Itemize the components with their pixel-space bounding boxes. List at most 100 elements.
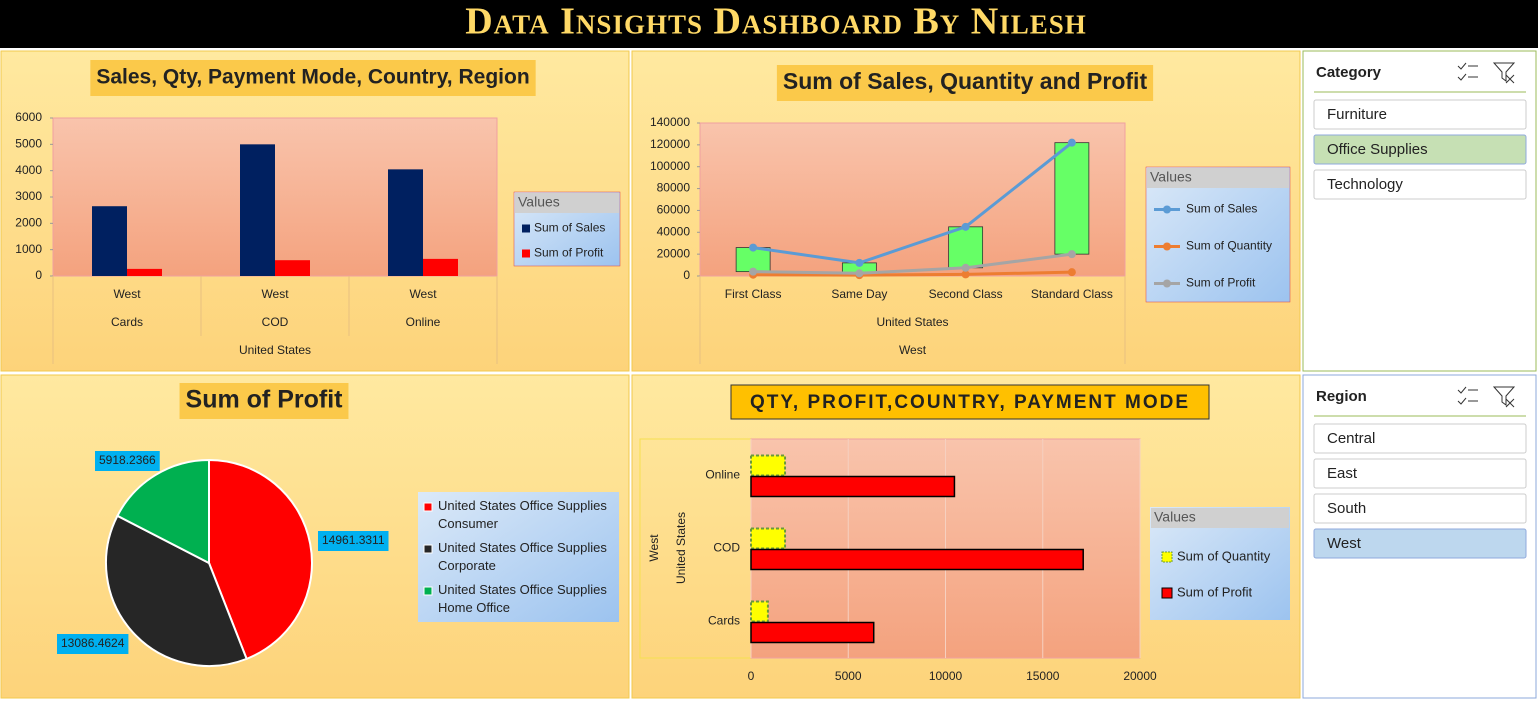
legend-label: Sum of Sales: [1186, 202, 1257, 216]
bar: [750, 600, 769, 623]
line: [753, 252, 1073, 275]
title-background: [90, 60, 536, 96]
x-tick-label: First Class: [725, 287, 782, 301]
legend-title: Values: [518, 194, 560, 210]
slicer-item[interactable]: [1313, 169, 1527, 200]
legend-swatch: [1161, 587, 1173, 599]
chart-title: Sales, Qty, Payment Mode, Country, Regio…: [96, 66, 529, 89]
y-tick-label: 100000: [650, 159, 690, 173]
point: [1067, 268, 1076, 277]
legend-swatch: [522, 224, 530, 233]
legend-label: Sum of Profit: [1177, 584, 1253, 599]
legend-title: Values: [1150, 169, 1192, 185]
bar: [388, 169, 423, 276]
legend-swatch: [1163, 205, 1171, 214]
slicer-item-label: Central: [1327, 430, 1375, 447]
legend-header: [1151, 508, 1289, 528]
legend-label: Sum of Profit: [534, 246, 604, 260]
y-tick-label: 40000: [657, 224, 691, 238]
chart-title: Sum of Profit: [186, 386, 344, 414]
x-tick-label: Standard Class: [1031, 287, 1113, 301]
slicer-title: Category: [1316, 64, 1382, 81]
y-tick-label: COD: [713, 541, 740, 555]
y-tick-label: 0: [35, 268, 42, 282]
point: [855, 269, 864, 278]
slicer-item-label: South: [1327, 500, 1366, 517]
slicer-item[interactable]: [1313, 493, 1527, 524]
slicer-item[interactable]: [1313, 423, 1527, 454]
clear-filter-icon[interactable]: [1492, 62, 1516, 84]
x-subcategory-label: West: [409, 287, 437, 301]
x-tick-label: Online: [406, 315, 441, 329]
slicer-item[interactable]: [1313, 458, 1527, 489]
point: [749, 243, 758, 252]
x-subcategory-label: West: [261, 287, 289, 301]
legend-swatch: [423, 544, 433, 554]
legend-header: [1147, 168, 1289, 188]
legend-label: Sum of Quantity: [1177, 548, 1271, 563]
point: [749, 267, 758, 276]
slicer-item[interactable]: [1313, 528, 1527, 559]
legend-swatch: [423, 502, 433, 512]
header-bar: [0, 0, 1538, 48]
point: [1067, 138, 1076, 147]
y-tick-label: 4000: [15, 163, 42, 177]
chart-title: QTY, PROFIT,COUNTRY, PAYMENT MODE: [750, 392, 1190, 413]
title-background: [776, 65, 1154, 101]
legend-swatch: [1161, 551, 1173, 563]
data-label: 5918.2366: [99, 453, 156, 467]
legend-label: Sum of Sales: [534, 221, 605, 235]
legend-label: United States Office Supplies Corporate: [438, 540, 607, 573]
bar: [240, 144, 275, 276]
legend-swatch: [1163, 242, 1171, 251]
bar: [750, 454, 787, 477]
clear-filter-icon[interactable]: [1492, 386, 1516, 408]
line: [753, 270, 1072, 277]
bar: [127, 268, 162, 276]
x-tick-label: Same Day: [831, 287, 887, 301]
y-tick-label: 1000: [15, 242, 42, 256]
y-tick-label: Online: [705, 468, 740, 482]
pie-slice: [105, 514, 248, 667]
y-tick-label: 6000: [15, 110, 42, 124]
data-label-background: [318, 531, 389, 551]
chart-title: Sum of Sales, Quantity and Profit: [783, 68, 1148, 94]
y-group-label: West: [647, 534, 661, 562]
pie-slice: [208, 458, 313, 661]
y-tick-label: 3000: [15, 189, 42, 203]
legend-title: Values: [1154, 509, 1196, 525]
point: [961, 270, 970, 279]
bar: [750, 548, 1084, 571]
multi-select-icon[interactable]: [1457, 62, 1478, 81]
bar: [750, 621, 875, 644]
legend-header: [515, 193, 619, 213]
slicer-item-label: West: [1327, 535, 1362, 552]
legend-box: [1145, 166, 1291, 303]
x-tick-label: 10000: [929, 669, 963, 683]
bar: [750, 475, 956, 498]
x-group-label: West: [899, 343, 927, 357]
title-background: [730, 384, 1210, 420]
pie-slice: [116, 458, 210, 565]
y-tick-label: Cards: [708, 614, 740, 628]
dashboard-title: Data Insights Dashboard By Nilesh: [465, 1, 1087, 43]
x-tick-label: Second Class: [929, 287, 1003, 301]
x-subcategory-label: West: [113, 287, 141, 301]
slicer-item[interactable]: [1313, 134, 1527, 165]
data-label: 14961.3311: [322, 533, 385, 547]
line: [752, 141, 1073, 265]
multi-select-icon[interactable]: [1457, 386, 1478, 405]
bar: [275, 260, 310, 276]
x-tick-label: 0: [748, 669, 755, 683]
y-tick-label: 2000: [15, 216, 42, 230]
point: [961, 263, 970, 272]
legend-swatch: [423, 586, 433, 596]
y-tick-label: 140000: [650, 115, 690, 129]
x-group-label: United States: [239, 343, 311, 357]
slicer-panel: [1302, 50, 1537, 372]
data-label: 13086.4624: [61, 636, 125, 650]
y-tick-label: 5000: [15, 137, 42, 151]
slicer-item[interactable]: [1313, 99, 1527, 130]
data-label-background: [57, 634, 129, 654]
